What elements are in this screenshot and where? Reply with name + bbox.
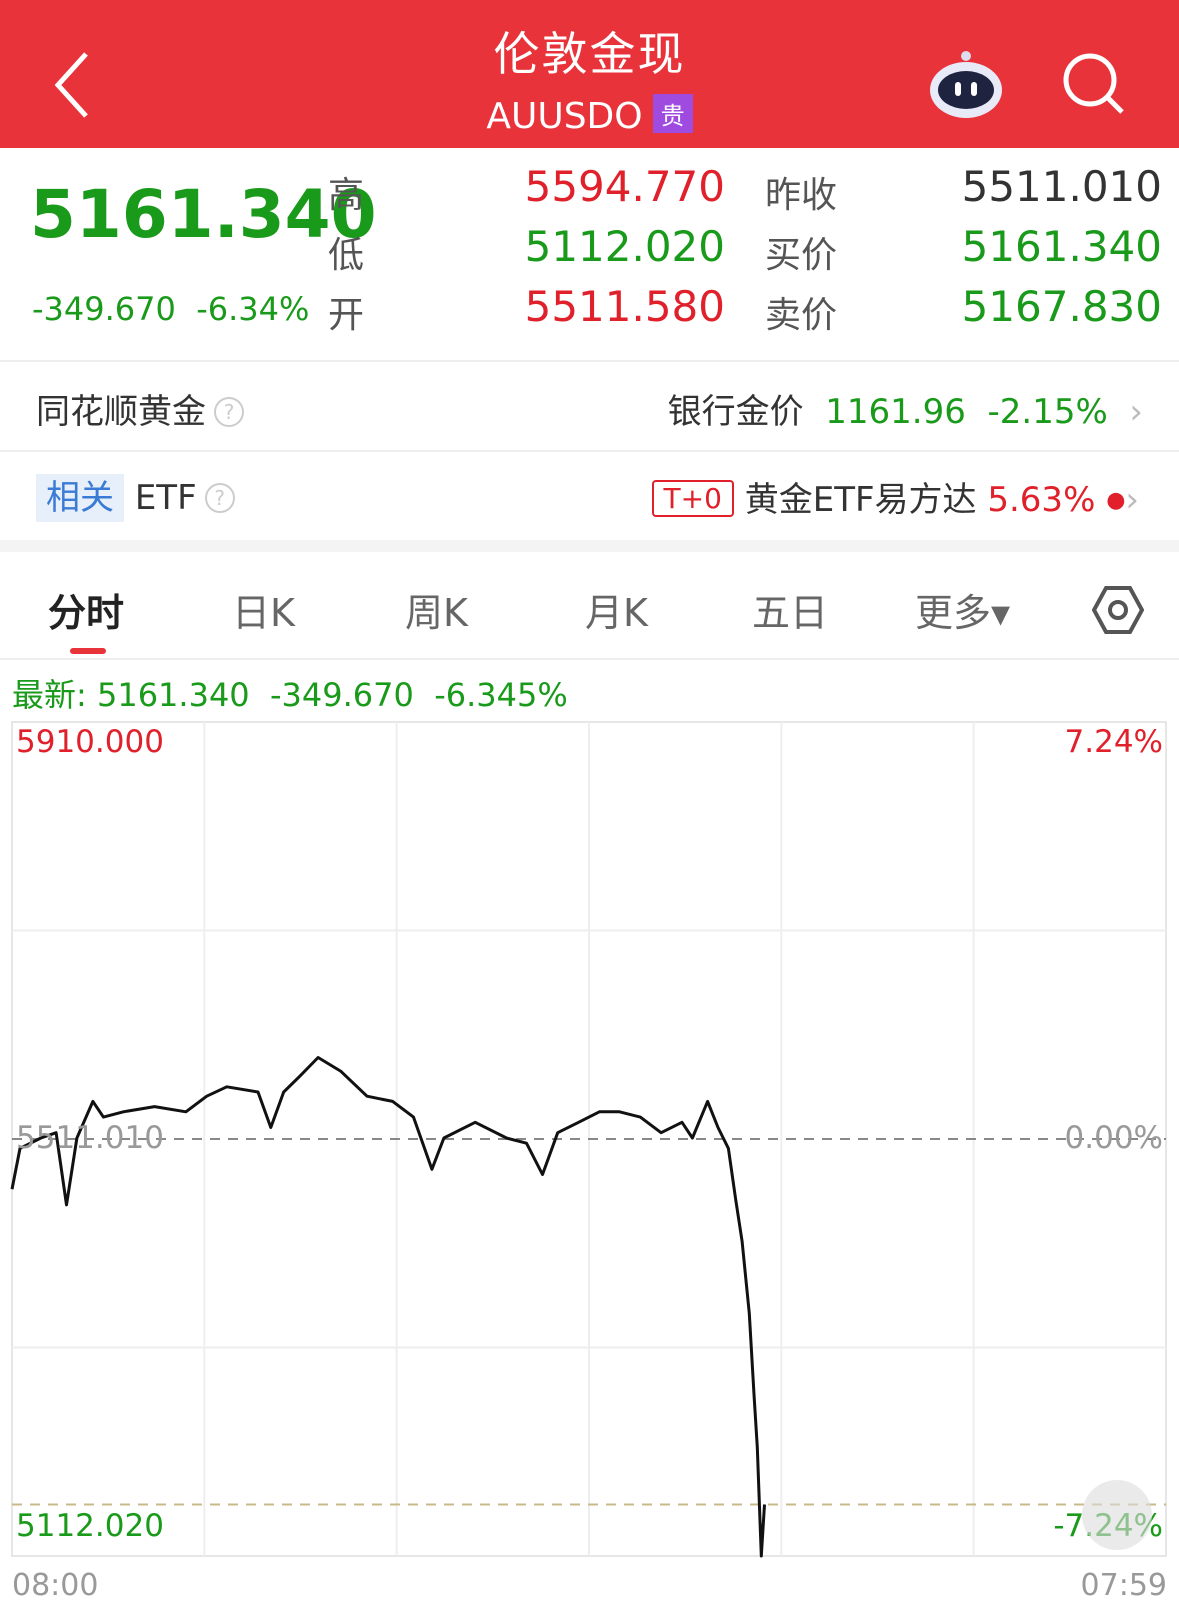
category-tag: 贵 — [652, 94, 693, 133]
tab-intraday[interactable]: 分时 — [48, 591, 125, 635]
bank-price-label: 银行金价 — [667, 392, 804, 432]
bid-value: 5161.340 — [961, 222, 1162, 271]
x-label-end: 07:59 — [1080, 1568, 1167, 1603]
y-label-top: 5910.000 — [16, 724, 164, 760]
code-text: AUUSDO — [486, 96, 643, 137]
etf-row[interactable]: 相关 ETF? T+0 黄金ETF易方达 5.63% ●› — [0, 450, 1179, 540]
y-label-bottom: 5112.020 — [16, 1508, 164, 1544]
bank-gold-price: 银行金价 1161.96 -2.15% › — [668, 384, 1143, 433]
latest-readout: 最新: 5161.340 -349.670 -6.345% — [12, 670, 568, 716]
help-icon[interactable]: ? — [204, 483, 235, 513]
change-pct: -6.34% — [196, 290, 310, 328]
period-tabs: 分时 日K 周K 月K 五日 更多▾ — [0, 560, 1179, 660]
prev-close-value: 5511.010 — [961, 162, 1162, 211]
high-label: 高 — [328, 175, 365, 216]
help-icon[interactable]: ? — [214, 397, 244, 427]
bank-gold-title: 同花顺黄金? — [36, 384, 244, 433]
high-value: 5594.770 — [524, 162, 725, 211]
low-label: 低 — [328, 235, 365, 276]
quote-panel: 5161.340 -349.670 -6.34% 高 低 开 5594.770 … — [0, 148, 1179, 360]
price-series-line — [10, 1056, 766, 1558]
t0-badge: T+0 — [651, 480, 734, 517]
bid-label: 买价 — [765, 235, 838, 276]
prev-close-label: 昨收 — [765, 175, 838, 216]
chevron-right-icon: › — [1125, 480, 1139, 520]
y-label-mid: 5511.010 — [16, 1120, 164, 1156]
etf-title: 相关 ETF? — [36, 470, 235, 522]
etf-change: 5.63% — [987, 480, 1096, 520]
x-label-start: 08:00 — [12, 1568, 99, 1603]
last-price: 5161.340 — [30, 176, 377, 253]
intraday-chart: 最新: 5161.340 -349.670 -6.345% 5910.000 7… — [0, 660, 1179, 1623]
tab-weekly-k[interactable]: 周K — [405, 591, 468, 635]
bank-price-change: -2.15% — [987, 392, 1108, 432]
ask-value: 5167.830 — [961, 282, 1162, 331]
price-change: -349.670 -6.34% — [32, 290, 309, 328]
pct-label-mid: 0.00% — [1064, 1120, 1163, 1156]
ask-label: 卖价 — [765, 295, 838, 336]
price-line-chart[interactable] — [0, 660, 1179, 1623]
etf-quote: T+0 黄金ETF易方达 5.63% ●› — [651, 472, 1139, 521]
latest-change-pct: -6.345% — [434, 676, 568, 714]
search-icon[interactable] — [1060, 50, 1128, 118]
chevron-right-icon: › — [1129, 392, 1143, 432]
settings-icon[interactable] — [1092, 584, 1144, 636]
dot-icon: ● — [1106, 488, 1126, 513]
active-tab-indicator — [70, 648, 106, 654]
related-tag: 相关 — [36, 474, 124, 522]
etf-name: 黄金ETF易方达 — [744, 480, 977, 520]
bank-gold-row[interactable]: 同花顺黄金? 银行金价 1161.96 -2.15% › — [0, 360, 1179, 450]
fullscreen-button[interactable] — [1082, 1480, 1152, 1550]
tab-daily-k[interactable]: 日K — [232, 591, 295, 635]
header-bar: 伦敦金现 AUUSDO 贵 — [0, 0, 1179, 148]
tab-more[interactable]: 更多▾ — [915, 591, 1011, 635]
bank-gold-label: 同花顺黄金 — [36, 392, 206, 432]
etf-label: ETF — [134, 478, 197, 518]
tab-five-day[interactable]: 五日 — [752, 591, 829, 635]
bank-price-value: 1161.96 — [825, 392, 966, 432]
latest-price: 5161.340 — [96, 676, 250, 714]
open-value: 5511.580 — [524, 282, 725, 331]
symbol-code: AUUSDO 贵 — [0, 94, 1179, 137]
low-value: 5112.020 — [524, 222, 725, 271]
section-divider — [0, 540, 1179, 552]
latest-change: -349.670 — [270, 676, 414, 714]
back-icon[interactable] — [52, 50, 92, 120]
robot-assistant-icon[interactable] — [928, 48, 1004, 120]
pct-label-top: 7.24% — [1064, 724, 1163, 760]
page-title: 伦敦金现 — [493, 27, 686, 81]
change-value: -349.670 — [32, 290, 176, 328]
tab-monthly-k[interactable]: 月K — [585, 591, 648, 635]
open-label: 开 — [328, 295, 365, 336]
latest-label: 最新: — [12, 676, 87, 714]
